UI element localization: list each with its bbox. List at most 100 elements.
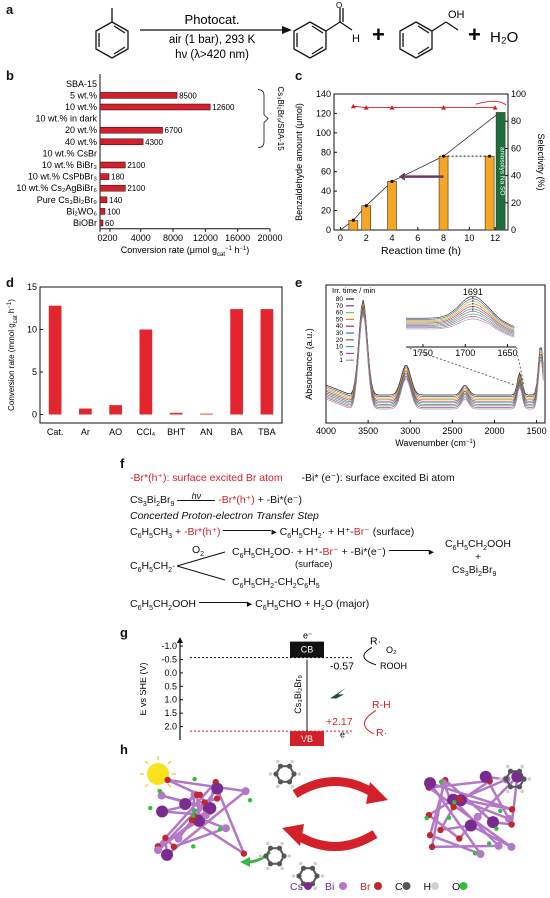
e-series-line bbox=[325, 307, 544, 404]
legend-h-label: H bbox=[424, 881, 432, 893]
d-category-label: Ar bbox=[81, 427, 90, 437]
chart-c: 0 20 40 60 80 100 120 140 0 20 40 60 80 100 0 2 4 6 8 10 12 R… bbox=[294, 89, 546, 257]
legend-h-label: Br bbox=[360, 881, 371, 893]
c-selectivity-point bbox=[389, 105, 395, 110]
c-y2tick: 80 bbox=[511, 116, 521, 126]
toluene-structure bbox=[95, 8, 129, 59]
c-ytick: 20 bbox=[321, 206, 331, 216]
atom-c bbox=[507, 784, 514, 790]
atom-h bbox=[266, 841, 270, 846]
d-bar bbox=[169, 412, 183, 415]
benzyl-alcohol-structure bbox=[399, 21, 459, 59]
atom-h bbox=[280, 841, 284, 846]
b-category-label: 10 wt.% CsPbBr₃ bbox=[28, 172, 98, 182]
atom bbox=[240, 850, 248, 857]
e-xtick: 2000 bbox=[484, 426, 504, 436]
g-r-dot-2: R· bbox=[376, 727, 387, 739]
legend-h-label: O bbox=[452, 881, 460, 893]
e-inset-line bbox=[406, 308, 515, 333]
atom-c bbox=[503, 776, 509, 782]
e-inset-line bbox=[406, 316, 515, 337]
d-category-label: BHT bbox=[167, 427, 186, 437]
g-ytick: 2.0 bbox=[164, 722, 177, 732]
e-legend-label: 30 bbox=[336, 330, 344, 337]
b-bracket bbox=[257, 89, 269, 148]
atom bbox=[456, 835, 463, 842]
b-data-label: 4300 bbox=[145, 138, 163, 147]
c-xtick: 12 bbox=[490, 233, 500, 243]
legend-h-label: Cs bbox=[290, 881, 303, 893]
e-inset-line bbox=[406, 295, 515, 327]
b-xtick: 4000 bbox=[131, 233, 151, 243]
g-o2: O₂ bbox=[386, 645, 397, 655]
atom bbox=[494, 841, 503, 850]
c-extra-bar-label: aniosolys Na SO bbox=[499, 147, 506, 195]
atom-c bbox=[516, 768, 523, 774]
e-legend-label: 5 bbox=[339, 350, 343, 357]
b-data-label: 2100 bbox=[127, 161, 145, 170]
bond bbox=[439, 806, 455, 831]
b-xtick: 200 bbox=[102, 233, 117, 243]
bond bbox=[216, 788, 246, 855]
atom-c bbox=[276, 861, 283, 867]
d-ytick: 15 bbox=[27, 282, 37, 292]
c-bar bbox=[438, 155, 449, 231]
c-y2tick: 20 bbox=[511, 198, 521, 208]
atom-c bbox=[521, 776, 527, 782]
atom-h bbox=[520, 789, 524, 794]
b-bar bbox=[99, 138, 144, 146]
bond bbox=[428, 814, 461, 840]
atom-h bbox=[313, 861, 317, 866]
atom bbox=[157, 791, 166, 800]
d-bar bbox=[260, 309, 274, 415]
atom-h bbox=[320, 874, 325, 878]
plus-1: + bbox=[372, 22, 385, 47]
mech-step-5: C6H5CH2OOH ▸ C6H5CHO + H2O (major) bbox=[130, 598, 370, 613]
e-series-line bbox=[325, 299, 544, 396]
sun-icon bbox=[140, 756, 176, 792]
b-bar bbox=[99, 161, 126, 169]
c-xtick: 2 bbox=[364, 233, 369, 243]
atom-o bbox=[247, 798, 253, 803]
g-e2: e⁻ bbox=[340, 729, 350, 739]
panel-label-c: c bbox=[295, 68, 303, 83]
b-category-label: Bi₂WO₆ bbox=[66, 206, 97, 216]
e-inset-line bbox=[406, 300, 515, 330]
atom-o bbox=[191, 813, 196, 818]
c-xtick: 8 bbox=[441, 233, 446, 243]
atom bbox=[508, 821, 515, 828]
bond bbox=[428, 786, 513, 848]
atom bbox=[450, 803, 457, 811]
g-vb-value: +2.17 bbox=[326, 716, 353, 728]
atom-o bbox=[486, 841, 492, 846]
atom-h bbox=[276, 784, 280, 789]
b-category-label: SBA-15 bbox=[66, 79, 97, 89]
panel-label-g: g bbox=[120, 625, 128, 640]
b-data-label: 12600 bbox=[212, 103, 235, 112]
mech-step-title: Concerted Proton-electron Transfer Step bbox=[130, 510, 319, 522]
atom-h bbox=[290, 759, 294, 764]
bond bbox=[459, 778, 508, 801]
atom-o bbox=[192, 776, 197, 782]
panel-label-b: b bbox=[6, 68, 14, 83]
b-bracket-label: Cs₃Bi₂Br₉/SBA-15 bbox=[276, 86, 285, 151]
c-bar bbox=[387, 181, 397, 231]
atom-c bbox=[277, 763, 284, 769]
g-vb-box bbox=[290, 731, 324, 746]
benzaldehyde-structure bbox=[293, 8, 353, 59]
atom-c bbox=[300, 865, 307, 871]
panel-label-e: e bbox=[295, 275, 303, 290]
c-y2tick: 60 bbox=[511, 143, 521, 153]
d-ytick: 10 bbox=[27, 325, 37, 335]
d-bar bbox=[109, 405, 122, 415]
e-xtick: 1500 bbox=[527, 426, 547, 436]
e-inset-xtick: 1700 bbox=[455, 348, 475, 358]
panel-label-a: a bbox=[6, 2, 14, 17]
g-rh: R-H bbox=[372, 699, 391, 711]
mech-o2: O2 bbox=[192, 544, 205, 559]
atom-c bbox=[277, 779, 284, 785]
g-hole: h⁺ bbox=[296, 736, 306, 746]
legend-h-label: Bi bbox=[325, 881, 334, 893]
atom-c bbox=[276, 845, 283, 851]
b-data-label: 8500 bbox=[179, 91, 197, 100]
